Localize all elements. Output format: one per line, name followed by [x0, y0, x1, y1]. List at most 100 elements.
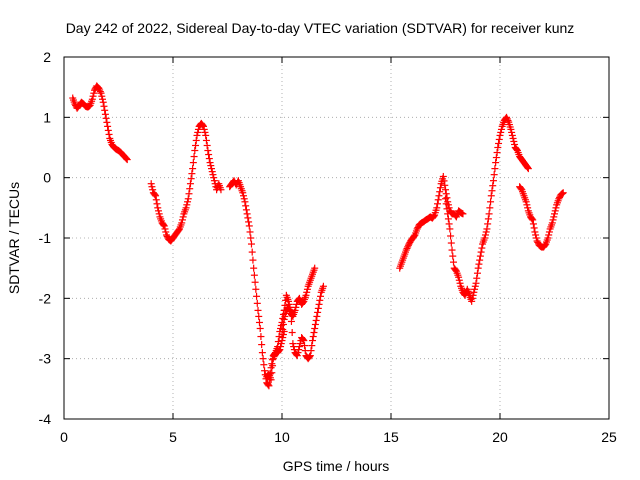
- data-point: [277, 340, 285, 348]
- data-point: [253, 292, 261, 300]
- data-point: [95, 84, 103, 92]
- data-point: [436, 188, 444, 196]
- data-point: [532, 231, 540, 239]
- data-point: [279, 320, 287, 328]
- data-point: [149, 186, 157, 194]
- data-point: [189, 165, 197, 173]
- data-point: [485, 210, 493, 218]
- data-point: [468, 294, 476, 302]
- data-point: [293, 352, 301, 360]
- data-point: [528, 215, 536, 223]
- data-point: [255, 318, 263, 326]
- data-point: [430, 212, 438, 220]
- data-point: [303, 288, 311, 296]
- data-point: [265, 382, 273, 390]
- data-point: [476, 256, 484, 264]
- y-tick-labels: -4 -3 -2 -1 0 1 2: [39, 49, 52, 427]
- data-point: [291, 306, 299, 314]
- data-point: [319, 282, 327, 290]
- data-point: [306, 352, 314, 360]
- data-point: [275, 347, 283, 355]
- data-point: [444, 215, 452, 223]
- data-point: [449, 258, 457, 266]
- data-point: [299, 298, 307, 306]
- data-point: [253, 299, 261, 307]
- data-point: [188, 170, 196, 178]
- data-point: [88, 95, 96, 103]
- data-point: [123, 156, 131, 164]
- data-point: [552, 204, 560, 212]
- data-point: [311, 320, 319, 328]
- data-point: [558, 189, 566, 197]
- y-tick-label: 1: [43, 109, 51, 125]
- data-point: [208, 165, 216, 173]
- data-point: [483, 225, 491, 233]
- x-tick-label: 10: [274, 429, 290, 445]
- data-point: [259, 355, 267, 363]
- data-point: [187, 175, 195, 183]
- data-point: [288, 329, 296, 337]
- data-point: [484, 215, 492, 223]
- data-point: [441, 181, 449, 189]
- data-point: [97, 89, 105, 97]
- data-point: [487, 192, 495, 200]
- data-point: [277, 343, 285, 351]
- data-point: [296, 340, 304, 348]
- data-point: [186, 185, 194, 193]
- data-point: [307, 347, 315, 355]
- data-point: [314, 304, 322, 312]
- data-point: [300, 337, 308, 345]
- data-point: [279, 331, 287, 339]
- data-point: [252, 285, 260, 293]
- data-point: [503, 115, 511, 123]
- data-point: [206, 159, 214, 167]
- data-point: [154, 207, 162, 215]
- data-point: [200, 122, 208, 130]
- axis-ticks: [63, 56, 610, 420]
- data-point: [404, 243, 412, 251]
- data-point: [442, 190, 450, 198]
- data-point: [90, 89, 98, 97]
- data-point: [517, 185, 525, 193]
- data-point: [200, 125, 208, 133]
- data-point: [100, 102, 108, 110]
- data-point: [194, 128, 202, 136]
- data-point: [481, 231, 489, 239]
- data-point: [497, 125, 505, 133]
- data-point: [204, 147, 212, 155]
- data-point: [471, 285, 479, 293]
- data-point: [445, 220, 453, 228]
- data-point: [285, 297, 293, 305]
- data-point: [486, 204, 494, 212]
- data-point: [153, 200, 161, 208]
- data-point: [122, 154, 130, 162]
- y-tick-label: -1: [39, 230, 52, 246]
- data-point: [245, 222, 253, 230]
- data-point: [314, 308, 322, 316]
- data-point: [446, 225, 454, 233]
- data-point: [98, 92, 106, 100]
- data-point: [276, 346, 284, 354]
- data-point: [152, 196, 160, 204]
- data-point: [292, 303, 300, 311]
- data-point: [101, 110, 109, 118]
- data-point: [246, 228, 254, 236]
- data-point: [267, 376, 275, 384]
- data-point: [473, 274, 481, 282]
- data-point: [487, 198, 495, 206]
- data-point: [455, 273, 463, 281]
- data-point: [491, 165, 499, 173]
- data-point: [254, 306, 262, 314]
- data-point: [179, 213, 187, 221]
- data-point: [148, 183, 156, 191]
- data-point: [472, 279, 480, 287]
- data-point: [474, 264, 482, 272]
- data-point: [509, 134, 517, 142]
- data-point: [154, 204, 162, 212]
- data-point: [316, 296, 324, 304]
- data-point: [452, 266, 460, 274]
- data-point: [484, 220, 492, 228]
- data-point: [317, 292, 325, 300]
- data-point: [481, 234, 489, 242]
